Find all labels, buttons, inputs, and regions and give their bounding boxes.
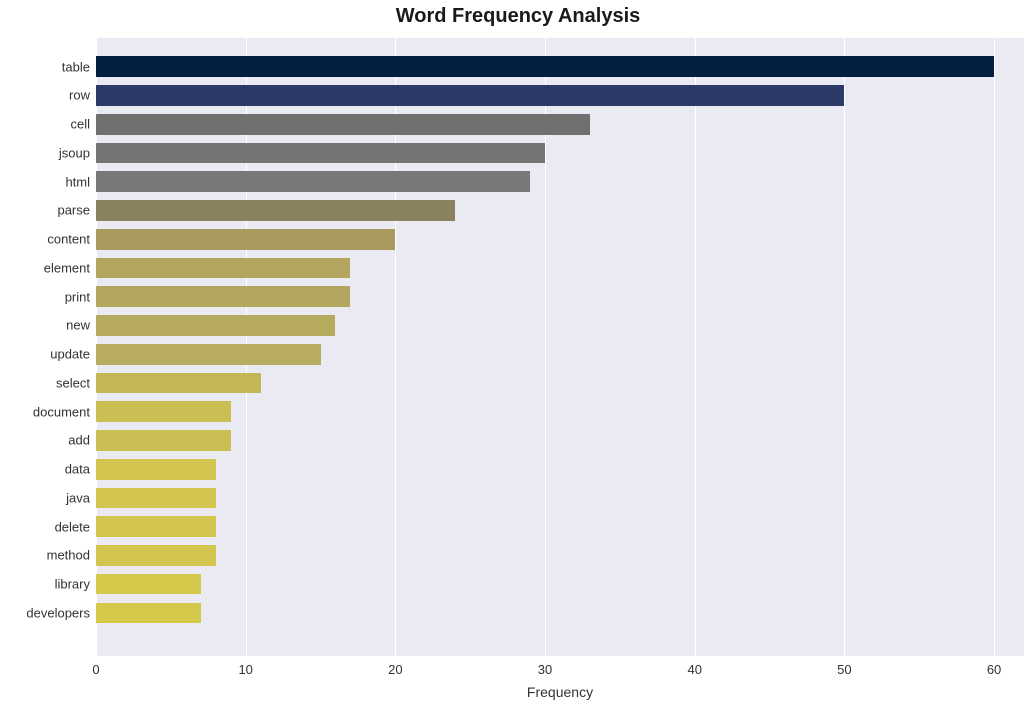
bar-row: print [96,286,350,307]
bar [96,516,216,537]
bar-row: add [96,430,231,451]
y-tick-label: new [66,318,90,333]
x-tick-label: 10 [238,662,252,677]
bar-row: jsoup [96,143,545,164]
bar [96,459,216,480]
bar [96,401,231,422]
bar [96,171,530,192]
bar [96,574,201,595]
bar-row: library [96,574,201,595]
bar [96,545,216,566]
y-tick-label: select [56,375,90,390]
bar [96,603,201,624]
chart-container: Word Frequency Analysis 0 10 20 30 40 50 60 tab… [0,0,1036,701]
plot-area: 0102030405060tablerowcelljsouphtmlparsec… [96,38,1024,656]
bar-row: developers [96,603,201,624]
bar-row: content [96,229,395,250]
gridline [994,38,995,656]
x-tick-label: 60 [987,662,1001,677]
x-tick-label: 0 [92,662,99,677]
x-tick-label: 30 [538,662,552,677]
bar-row: element [96,258,350,279]
bar-row: select [96,373,261,394]
bar-row: html [96,171,530,192]
chart-title: Word Frequency Analysis [0,5,1036,28]
x-tick-label: 20 [388,662,402,677]
bar [96,373,261,394]
bar [96,200,455,221]
y-tick-label: parse [57,203,90,218]
y-tick-label: developers [26,605,90,620]
bar-row: delete [96,516,216,537]
bar-row: row [96,85,844,106]
bar-row: table [96,56,994,77]
bar-row: java [96,488,216,509]
bar [96,315,335,336]
bar [96,143,545,164]
y-tick-label: content [47,232,90,247]
bar [96,229,395,250]
bar [96,114,590,135]
y-tick-label: table [62,59,90,74]
x-axis-label: Frequency [96,684,1024,700]
y-tick-label: document [33,404,90,419]
y-tick-label: data [65,462,90,477]
bar-row: parse [96,200,455,221]
x-tick-label: 50 [837,662,851,677]
y-tick-label: add [68,433,90,448]
x-tick-label: 40 [687,662,701,677]
bar-row: method [96,545,216,566]
y-tick-label: update [50,347,90,362]
y-tick-label: html [65,174,90,189]
y-tick-label: element [44,260,90,275]
bar [96,286,350,307]
bar [96,258,350,279]
y-tick-label: java [66,490,90,505]
bar-row: document [96,401,231,422]
y-tick-label: cell [70,117,90,132]
gridline [844,38,845,656]
bar [96,344,321,365]
bar [96,85,844,106]
y-tick-label: delete [55,519,90,534]
bar [96,56,994,77]
y-tick-label: jsoup [59,145,90,160]
bar-row: data [96,459,216,480]
y-tick-label: library [55,577,90,592]
bar [96,430,231,451]
bar-row: new [96,315,335,336]
y-tick-label: row [69,88,90,103]
bar-row: cell [96,114,590,135]
y-tick-label: print [65,289,90,304]
gridline [695,38,696,656]
bar [96,488,216,509]
y-tick-label: method [47,548,90,563]
bar-row: update [96,344,321,365]
